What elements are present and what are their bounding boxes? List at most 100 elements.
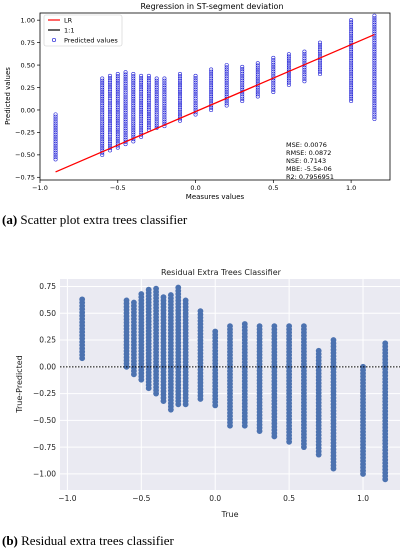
point-a-m0_9-13 (53, 128, 58, 133)
point-a-m0_1-4 (178, 109, 183, 114)
point-a-m0_6-28 (100, 90, 105, 95)
point-a-m0_3-15 (146, 94, 151, 99)
point-a-m0_2-3 (162, 117, 167, 122)
point-b-m0_1-27 (197, 308, 204, 315)
point-a-m0_6-17 (100, 114, 105, 119)
point-a-0-6 (193, 98, 198, 103)
point-a-m0_55-23 (108, 96, 113, 101)
point-b-0_4-34 (271, 323, 278, 330)
point-a-m0_5-29 (115, 80, 120, 85)
point-a-1_15-12 (372, 90, 377, 95)
point-a-0_2-0 (224, 103, 229, 108)
point-a-0_2-15 (224, 69, 229, 74)
point-a-1_15-45 (372, 15, 377, 20)
caption-b-label: (b) (2, 533, 18, 548)
point-a-m0_35-21 (139, 87, 144, 92)
point-a-m0_5-24 (115, 92, 120, 97)
y-tick-label-b-7: 0.75 (39, 282, 56, 291)
point-a-m0_5-20 (115, 101, 120, 106)
point-a-1-3 (349, 92, 354, 97)
point-a-m0_55-16 (108, 112, 113, 117)
point-a-m0_2-16 (162, 87, 167, 92)
point-a-m0_55-6 (108, 134, 113, 139)
point-a-1-34 (349, 22, 354, 27)
point-a-0_2-6 (224, 90, 229, 95)
point-a-0_3-13 (240, 69, 245, 74)
point-b-m0_2-32 (182, 297, 189, 304)
point-a-m0_55-7 (108, 132, 113, 137)
point-b-0_5-36 (286, 323, 293, 330)
y-tick-label-b-3: −0.25 (33, 389, 56, 398)
point-a-1_15-13 (372, 87, 377, 92)
point-a-m0_6-22 (100, 103, 105, 108)
point-a-0_4-10 (255, 72, 260, 77)
chart-a-stats: MSE: 0.0076 RMSE: 0.0872 NSE: 0.7143 MBE… (286, 141, 334, 181)
point-a-m0_6-13 (100, 123, 105, 128)
point-a-m0_5-23 (115, 94, 120, 99)
point-a-m0_6-32 (100, 81, 105, 86)
x-tick-label-a-2: 0.0 (190, 184, 200, 192)
point-a-m0_4-19 (131, 96, 136, 101)
point-a-0_4-15 (255, 61, 260, 66)
point-a-m0_55-24 (108, 94, 113, 99)
point-a-0_6-10 (286, 61, 291, 66)
point-a-1-16 (349, 63, 354, 68)
point-a-m0_35-6 (139, 121, 144, 126)
point-a-0_1-11 (209, 83, 214, 88)
point-a-m0_6-14 (100, 121, 105, 126)
point-a-m0_1-13 (178, 89, 183, 94)
point-a-0_5-14 (271, 58, 276, 63)
point-a-m0_25-18 (154, 85, 159, 90)
point-a-m0_35-19 (139, 91, 144, 96)
point-a-m0_55-21 (108, 100, 113, 105)
point-b-m0_3-36 (167, 292, 174, 298)
point-a-m0_25-10 (154, 103, 159, 108)
point-a-m0_6-8 (100, 134, 105, 139)
point-a-0_8-1 (317, 69, 322, 74)
point-b-0_7-32 (315, 347, 322, 354)
point-a-m0_2-5 (162, 112, 167, 117)
point-a-m0_55-28 (108, 85, 113, 90)
point-a-0_8-5 (317, 60, 322, 65)
point-a-0_7-10 (302, 56, 307, 61)
point-a-m0_5-0 (115, 145, 120, 150)
point-a-m0_25-20 (154, 81, 159, 86)
point-a-m0_25-6 (154, 112, 159, 117)
chart-b-ylabel: True-Predicted (15, 355, 24, 413)
point-a-m0_1-8 (178, 100, 183, 105)
chart-a-legend: LR 1:1 Predicted values (43, 14, 123, 47)
point-a-0_2-8 (224, 85, 229, 90)
point-a-m0_5-33 (115, 72, 120, 77)
point-a-m0_35-27 (139, 73, 144, 78)
point-a-m0_4-4 (131, 130, 136, 135)
point-a-0_7-6 (302, 65, 307, 70)
point-a-m0_2-11 (162, 99, 167, 104)
point-a-m0_5-9 (115, 125, 120, 130)
point-a-m0_5-8 (115, 127, 120, 132)
point-a-m0_55-2 (108, 143, 113, 148)
point-a-m0_6-24 (100, 98, 105, 103)
point-a-m0_35-22 (139, 85, 144, 90)
point-a-0-11 (193, 87, 198, 92)
point-a-m0_45-31 (123, 72, 128, 77)
chart-a-title: Regression in ST-segment deviation (140, 2, 283, 11)
point-a-1_15-42 (372, 22, 377, 27)
point-a-m0_5-13 (115, 116, 120, 121)
point-a-0_2-9 (224, 83, 229, 88)
point-a-m0_45-10 (123, 119, 128, 124)
chart-a-ylabel: Predicted values (4, 67, 12, 125)
point-a-m0_55-19 (108, 105, 113, 110)
point-a-0_6-3 (286, 76, 291, 81)
y-tick-label-a-7: 1.00 (21, 16, 35, 24)
point-a-1_15-30 (372, 49, 377, 54)
point-a-1-6 (349, 85, 354, 90)
point-a-m0_1-20 (178, 74, 183, 79)
point-a-m0_2-13 (162, 94, 167, 99)
point-a-m0_1-7 (178, 103, 183, 108)
point-a-1_15-26 (372, 58, 377, 63)
point-a-m0_9-17 (53, 119, 58, 124)
point-a-m0_3-2 (146, 123, 151, 128)
point-a-m0_6-29 (100, 87, 105, 92)
point-a-1-8 (349, 81, 354, 86)
point-a-m0_2-19 (162, 81, 167, 86)
